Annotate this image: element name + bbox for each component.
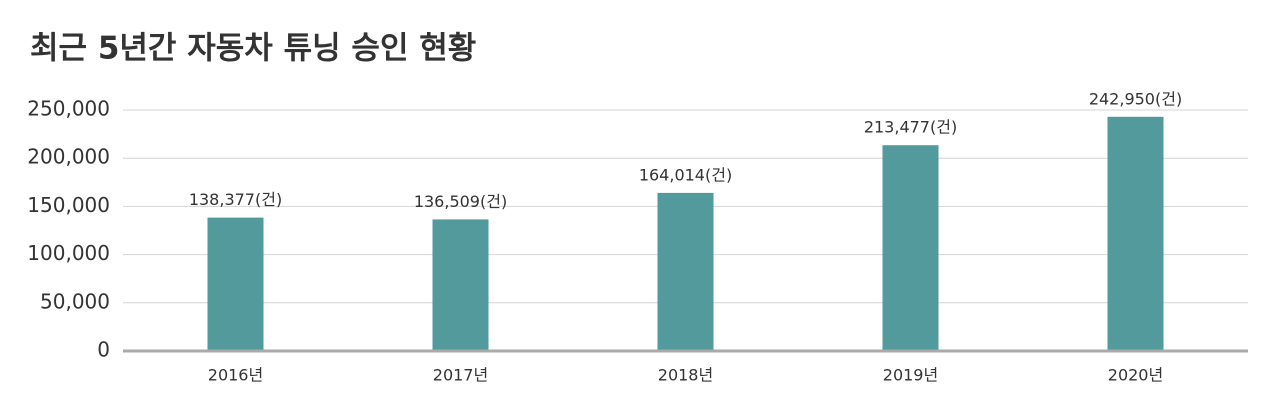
bar [207,217,264,351]
x-tick-label: 2019년 [883,366,938,385]
value-label: 164,014(건) [639,165,732,184]
y-tick-label: 0 [97,338,110,362]
y-tick-label: 150,000 [27,193,110,217]
value-label: 242,950(건) [1089,89,1182,108]
value-label: 138,377(건) [189,190,282,209]
y-tick-label: 50,000 [40,289,110,313]
x-tick-label: 2017년 [433,366,488,385]
value-label: 136,509(건) [414,192,507,211]
x-tick-label: 2016년 [208,366,263,385]
value-label: 213,477(건) [864,118,957,137]
chart-title: 최근 5년간 자동차 튜닝 승인 현황 [30,31,476,67]
y-tick-label: 100,000 [27,241,110,265]
bar [882,145,939,351]
y-tick-label: 250,000 [27,97,110,121]
x-tick-label: 2018년 [658,366,713,385]
bar [1107,116,1164,351]
bar [657,192,714,351]
x-tick-label: 2020년 [1108,366,1163,385]
bar [432,219,489,351]
y-tick-label: 200,000 [27,145,110,169]
